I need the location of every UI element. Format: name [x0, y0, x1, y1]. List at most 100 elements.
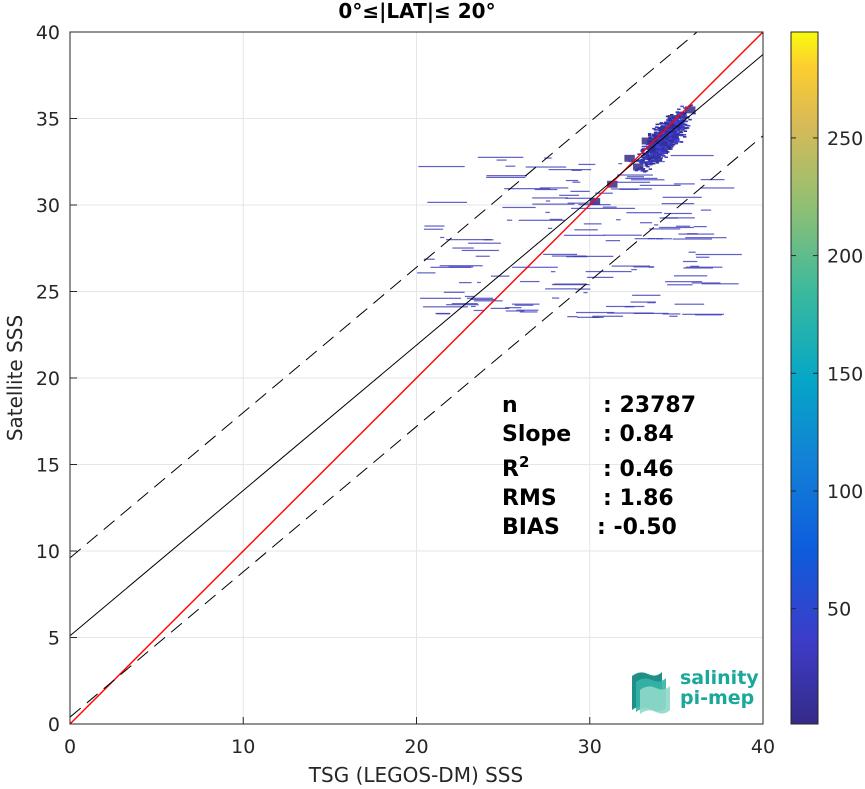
density-cell: [659, 137, 663, 140]
density-cell: [661, 203, 695, 205]
colorbar-tick-label: 150: [827, 363, 863, 385]
density-cell: [643, 157, 647, 160]
density-cell: [667, 141, 672, 143]
density-cell: [661, 139, 665, 142]
density-cell: [679, 112, 683, 114]
x-tick-label: 20: [404, 736, 428, 758]
density-cell: [468, 242, 501, 244]
density-cell: [668, 127, 672, 129]
density-cell: [667, 131, 672, 134]
density-cell: [675, 111, 679, 113]
density-cell: [641, 149, 646, 151]
density-cell: [668, 119, 673, 122]
density-cell: [631, 268, 637, 271]
density-cell: [644, 170, 649, 172]
density-cell: [660, 143, 665, 145]
density-cell: [662, 196, 702, 198]
density-cell: [672, 132, 676, 134]
density-cell: [670, 123, 675, 126]
colorbar-tick-label: 100: [827, 481, 863, 503]
density-cell: [625, 177, 658, 180]
density-cell: [502, 206, 536, 209]
density-cell: [599, 207, 636, 209]
density-cell: [681, 124, 685, 126]
density-cell: [663, 141, 667, 144]
density-cell: [607, 312, 654, 314]
density-cell: [663, 152, 668, 154]
density-cell: [475, 255, 490, 257]
density-cell: [688, 251, 696, 253]
density-cell: [688, 118, 692, 121]
density-cell: [696, 256, 710, 258]
density-cell: [603, 234, 642, 236]
density-cell: [690, 265, 700, 267]
density-cell: [654, 157, 658, 160]
density-cell: [567, 202, 599, 204]
density-cell: [644, 163, 649, 165]
density-cell: [646, 165, 650, 168]
density-cell: [666, 148, 671, 150]
density-cell: [647, 140, 652, 143]
density-cell: [518, 219, 565, 221]
density-cell: [626, 176, 645, 178]
density-cell: [676, 139, 680, 141]
density-cell: [632, 294, 661, 296]
density-cell: [641, 152, 645, 154]
density-cell: [644, 145, 648, 148]
density-cell: [686, 124, 691, 127]
density-cell: [662, 126, 666, 129]
density-cell: [496, 159, 507, 161]
density-cell: [446, 304, 479, 306]
density-cell: [653, 137, 657, 140]
density-cell: [652, 159, 656, 162]
colorbar-tick-label: 200: [827, 246, 863, 268]
density-cell: [661, 149, 665, 152]
density-cell: [667, 145, 671, 148]
x-tick-label: 0: [64, 736, 76, 758]
density-cell: [616, 174, 653, 176]
density-cell: [672, 238, 712, 240]
density-cell: [681, 125, 685, 128]
density-cell: [665, 123, 669, 125]
density-cell: [658, 159, 663, 162]
density-cell: [672, 125, 677, 127]
density-cell: [655, 150, 659, 153]
density-cell: [423, 228, 444, 230]
density-cell: [587, 276, 614, 278]
density-cell: [651, 155, 655, 158]
density-cell: [679, 121, 684, 123]
density-cell: [605, 240, 621, 242]
density-cell: [626, 212, 662, 214]
density-cell: [654, 139, 659, 141]
density-cell: [644, 164, 649, 167]
density-cell: [595, 192, 613, 194]
density-cell: [662, 150, 667, 153]
density-cell: [576, 311, 615, 314]
density-cell: [532, 203, 575, 205]
density-cell: [563, 234, 606, 236]
density-cell: [683, 130, 688, 133]
density-cell: [680, 119, 684, 121]
density-cell: [665, 131, 669, 133]
density-cell: [539, 187, 569, 189]
density-cell: [646, 163, 651, 166]
density-cell: [637, 153, 641, 155]
density-cell: [647, 302, 656, 304]
density-cell: [512, 266, 558, 268]
density-cell: [567, 316, 578, 318]
density-cell: [647, 132, 652, 135]
density-cell: [658, 126, 663, 129]
density-cell: [670, 154, 714, 157]
density-cell: [471, 305, 476, 308]
density-cell: [504, 188, 551, 190]
density-cell: [551, 297, 560, 299]
density-cell: [679, 133, 684, 136]
y-tick-label: 40: [36, 22, 60, 44]
density-cell: [519, 311, 538, 313]
density-cell: [659, 135, 663, 137]
density-cell: [565, 197, 595, 199]
density-cell: [667, 117, 672, 120]
density-cell: [640, 170, 645, 172]
x-tick-label: 40: [751, 736, 775, 758]
logo-line-2: pi-mep: [680, 687, 754, 709]
